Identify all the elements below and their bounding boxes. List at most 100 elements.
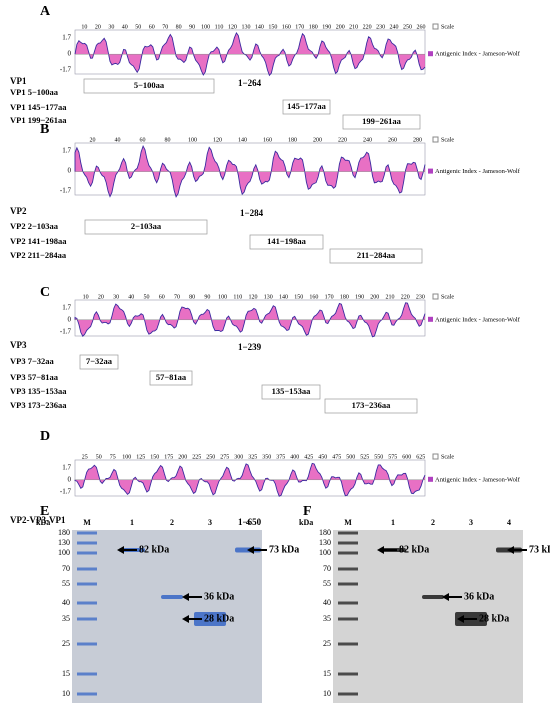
profile-fill: [75, 32, 425, 76]
x-tick-label: 10: [81, 24, 87, 30]
panel-label: C: [40, 285, 50, 300]
x-tick-label: 80: [176, 24, 182, 30]
x-tick-label: 180: [309, 24, 318, 30]
marker-label: 35: [323, 614, 331, 623]
fragment-box: [79, 354, 119, 370]
x-tick-label: 130: [241, 24, 250, 30]
x-tick-label: 400: [290, 454, 299, 460]
legend-swatch: [428, 168, 433, 174]
band-annotation: 28 kDa: [479, 613, 509, 624]
profile-line: [74, 302, 426, 338]
protein-name: VP2: [10, 206, 27, 216]
x-tick-label: 130: [264, 294, 273, 300]
x-tick-label: 100: [218, 294, 227, 300]
marker-label: 15: [323, 669, 331, 678]
marker-label: 40: [323, 598, 331, 607]
x-tick-label: 120: [213, 137, 222, 143]
x-tick-label: 125: [136, 454, 145, 460]
fragment-name: VP1 145−177aa: [10, 102, 67, 112]
x-tick-label: 200: [336, 24, 345, 30]
fragment-range: 141−198aa: [267, 236, 307, 246]
fragment-range: 5−100aa: [134, 80, 165, 90]
marker-band: [77, 551, 97, 555]
x-tick-label: 70: [162, 24, 168, 30]
x-tick-label: 100: [122, 454, 131, 460]
marker-band: [77, 692, 97, 696]
protein-band: [422, 595, 444, 599]
profile-line: [74, 31, 426, 77]
fragment-range: 57−81aa: [156, 372, 187, 382]
x-tick-label: 140: [279, 294, 288, 300]
x-tick-label: 40: [128, 294, 134, 300]
marker-band: [77, 567, 97, 571]
legend-swatch: [428, 316, 433, 322]
marker-band: [77, 601, 97, 605]
lane-label: 2: [170, 518, 174, 527]
x-tick-label: 30: [108, 24, 114, 30]
marker-band: [338, 567, 358, 571]
marker-band: [77, 642, 97, 646]
band-annotation: 36 kDa: [204, 591, 234, 602]
band-annotation: 28 kDa: [204, 613, 234, 624]
legend-scale: Scale: [441, 454, 454, 460]
profile-line: [74, 144, 426, 198]
x-tick-label: 260: [416, 24, 425, 30]
x-tick-label: 210: [386, 294, 395, 300]
x-tick-label: 250: [403, 24, 412, 30]
panel-label: A: [40, 4, 51, 19]
y-tick-label: 1.7: [62, 147, 71, 155]
marker-band: [338, 541, 358, 545]
marker-band: [77, 617, 97, 621]
arrow-head: [442, 593, 449, 601]
marker-label: 130: [58, 538, 70, 547]
marker-label: 40: [62, 598, 70, 607]
x-tick-label: 230: [416, 294, 425, 300]
fragment-range: 199−261aa: [362, 116, 402, 126]
marker-label: 180: [319, 528, 331, 537]
legend-swatch: [432, 136, 439, 143]
y-tick-label: -1.7: [60, 187, 72, 195]
legend-swatch: [432, 453, 439, 460]
band-annotation: 73 kDa: [529, 544, 550, 555]
marker-label: 10: [62, 689, 70, 698]
x-tick-label: 240: [390, 24, 399, 30]
y-tick-label: -1.7: [60, 66, 72, 74]
fragment-range: 145−177aa: [287, 101, 327, 111]
x-tick-label: 475: [332, 454, 341, 460]
fragment-box: [329, 248, 423, 264]
profile-line: [74, 462, 426, 497]
legend-swatch: [428, 476, 433, 482]
x-tick-label: 200: [178, 454, 187, 460]
x-tick-label: 75: [110, 454, 116, 460]
x-tick-label: 220: [401, 294, 410, 300]
x-tick-label: 500: [346, 454, 355, 460]
fragment-name: VP3 7−32aa: [10, 356, 55, 366]
gel-background: [72, 530, 262, 703]
x-tick-label: 200: [313, 137, 322, 143]
x-tick-label: 10: [83, 294, 89, 300]
lane-label: M: [344, 518, 352, 527]
marker-band: [338, 642, 358, 646]
x-tick-label: 140: [238, 137, 247, 143]
x-tick-label: 90: [204, 294, 210, 300]
x-tick-label: 140: [255, 24, 264, 30]
x-tick-label: 160: [282, 24, 291, 30]
x-tick-label: 210: [349, 24, 358, 30]
x-tick-label: 280: [413, 137, 422, 143]
marker-label: 35: [62, 614, 70, 623]
arrow-head: [457, 615, 464, 623]
protein-band: [194, 612, 226, 626]
fragment-name: VP2 141−198aa: [10, 236, 67, 246]
x-tick-label: 60: [149, 24, 155, 30]
marker-band: [77, 531, 97, 535]
marker-label: 55: [62, 579, 70, 588]
legend-swatch: [428, 51, 433, 57]
x-tick-label: 110: [233, 294, 242, 300]
fragment-name: VP2 2−103aa: [10, 221, 59, 231]
x-tick-label: 80: [189, 294, 195, 300]
marker-label: 15: [62, 669, 70, 678]
marker-label: 70: [323, 564, 331, 573]
protein-range: 1−284: [240, 208, 264, 218]
lane-label: 4: [507, 518, 511, 527]
x-tick-label: 20: [95, 24, 101, 30]
